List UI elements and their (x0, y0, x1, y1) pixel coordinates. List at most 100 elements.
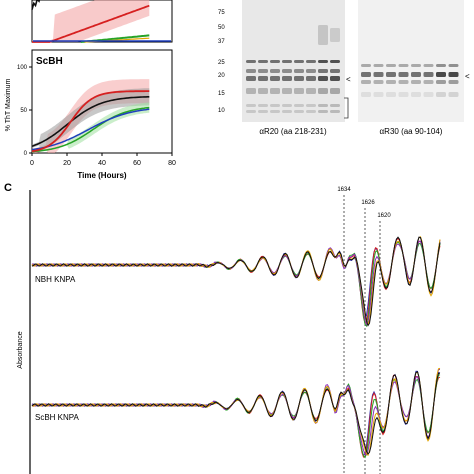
bottom-curves (31, 79, 150, 153)
band-20kd (246, 76, 256, 81)
peak-label: 1626 (361, 200, 375, 206)
plot-top (31, 0, 173, 43)
smear-high (330, 28, 340, 42)
band-10kd (282, 104, 292, 107)
band-25kd (436, 64, 446, 67)
plot-bottom: ScBH (31, 49, 173, 154)
band-15kd (282, 88, 292, 94)
peak-label: 1620 (377, 213, 391, 219)
band-25kd (373, 64, 384, 67)
band-20kd (436, 72, 446, 77)
band-15kd (294, 88, 304, 94)
series-line-black (31, 0, 41, 10)
band-10kd (258, 104, 268, 107)
plot-top-frame (31, 0, 173, 43)
band-20kd (306, 76, 316, 81)
band-25kd (246, 60, 256, 63)
band-15kd (423, 92, 434, 97)
band-15kd (373, 92, 384, 97)
blot-right: < αR30 (aa 90-104) (358, 0, 470, 136)
band-10kd (270, 104, 280, 107)
series-line-blue (31, 108, 150, 151)
band-8kd (258, 110, 268, 113)
spectrum-line (31, 236, 441, 326)
blot-right-bands (361, 64, 459, 97)
trace-label-scbh: ScBH KNPA (35, 413, 80, 422)
blot-left-bands (246, 25, 340, 113)
band-15kd (361, 92, 371, 97)
x-tick-label: 40 (98, 160, 106, 167)
band-25kd (294, 60, 304, 63)
band-20kd (294, 76, 304, 81)
band-10kd (306, 104, 316, 107)
x-tick-label: 80 (168, 160, 176, 167)
band-22kd (270, 69, 280, 73)
band-8kd (330, 110, 340, 113)
x-tick-label: 0 (30, 160, 34, 167)
mw-marker: 10 (218, 108, 225, 114)
blot-bracket (344, 97, 349, 119)
band-15kd (258, 88, 268, 94)
x-axis: 0 20 40 60 80 Time (Hours) (30, 153, 176, 180)
band-25kd (448, 64, 459, 67)
band-22kd (330, 69, 340, 73)
blot-arrow-left: < (346, 75, 351, 84)
band-20kd (282, 76, 292, 81)
band-18kd (436, 80, 446, 84)
mw-marker: 50 (218, 25, 225, 31)
band-25kd (270, 60, 280, 63)
y-axis: 0 50 100 (17, 65, 32, 157)
band-20kd (448, 72, 459, 77)
band-15kd (246, 88, 256, 94)
y-tick-label: 0 (24, 151, 28, 157)
band-15kd (436, 92, 446, 97)
y-tick-label: 50 (20, 108, 27, 114)
band-10kd (294, 104, 304, 107)
band-25kd (258, 60, 268, 63)
mw-marker: 15 (218, 91, 225, 97)
band-10kd (246, 104, 256, 107)
series-line-green (31, 106, 150, 153)
band-25kd (318, 60, 328, 63)
band-10kd (318, 104, 328, 107)
band-20kd (330, 76, 340, 81)
band-8kd (318, 110, 328, 113)
band-25kd (398, 64, 409, 67)
spectra-scbh (31, 367, 441, 459)
band-15kd (330, 88, 340, 94)
smear-high (318, 25, 328, 45)
band-25kd (411, 64, 421, 67)
spectrum-line (31, 371, 441, 455)
band-22kd (246, 69, 256, 73)
band-22kd (282, 69, 292, 73)
mw-marker: 37 (218, 39, 225, 45)
x-axis-label: Time (Hours) (77, 171, 127, 180)
panel-a: ScBH % ThT Maximum 0 20 40 60 80 Time (H… (5, 0, 176, 180)
band-8kd (270, 110, 280, 113)
band-18kd (411, 80, 421, 84)
mw-marker: 25 (218, 60, 225, 66)
mw-marker: 75 (218, 10, 225, 16)
band-15kd (448, 92, 459, 97)
band-15kd (306, 88, 316, 94)
y-tick-label: 100 (17, 65, 28, 71)
blot-arrow-right: < (465, 72, 470, 81)
band-15kd (270, 88, 280, 94)
band-20kd (258, 76, 268, 81)
blot-left-membrane (242, 0, 345, 122)
band-20kd (398, 72, 409, 77)
band-18kd (423, 80, 434, 84)
blot-right-membrane (358, 0, 464, 122)
band-22kd (306, 69, 316, 73)
spectrum-line (31, 236, 441, 327)
band-25kd (423, 64, 434, 67)
band-20kd (411, 72, 421, 77)
band-22kd (294, 69, 304, 73)
band-15kd (411, 92, 421, 97)
spectrum-line (31, 239, 441, 326)
spectra-nbh (31, 236, 441, 328)
band-22kd (258, 69, 268, 73)
band-25kd (386, 64, 396, 67)
blot-left-label: αR20 (aa 218-231) (259, 127, 327, 136)
